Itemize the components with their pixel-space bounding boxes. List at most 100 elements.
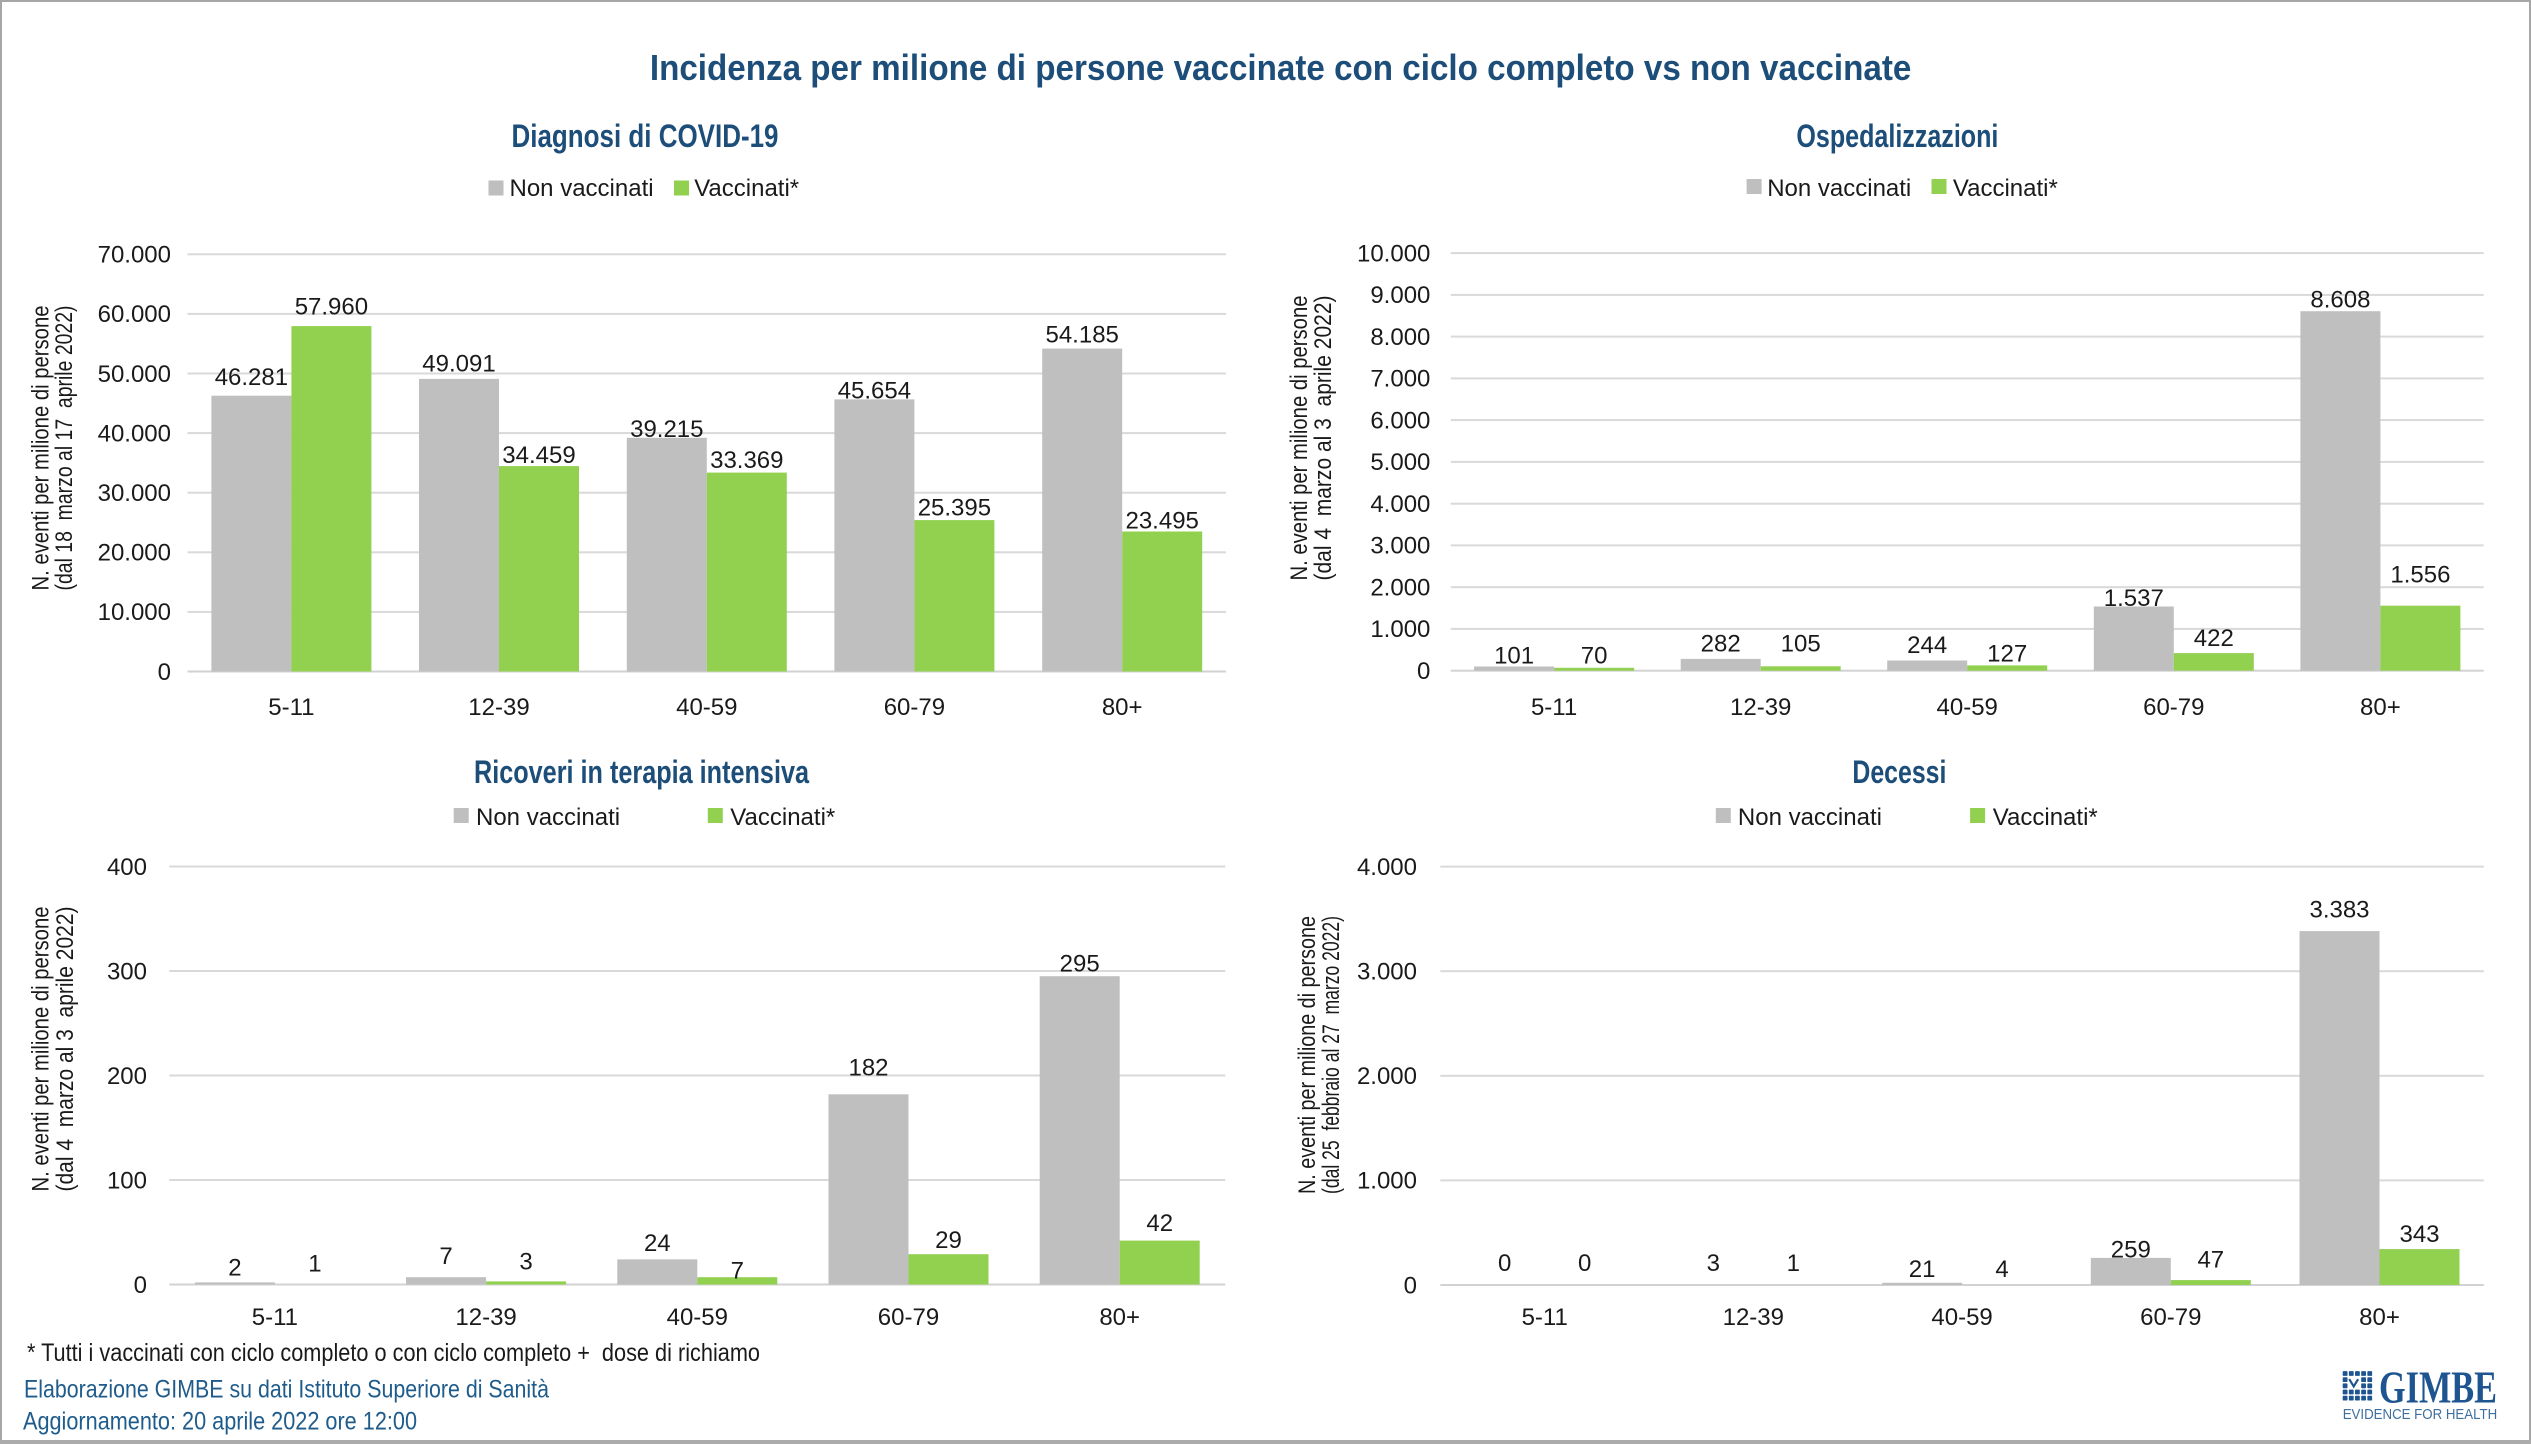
svg-text:12-39: 12-39: [1730, 694, 1791, 721]
svg-text:25.395: 25.395: [918, 494, 991, 521]
svg-text:40-59: 40-59: [1931, 1304, 1992, 1331]
svg-text:3.000: 3.000: [1357, 959, 1417, 986]
svg-text:200: 200: [107, 1063, 147, 1090]
svg-text:12-39: 12-39: [468, 694, 529, 721]
svg-text:10.000: 10.000: [98, 599, 171, 626]
svg-text:5-11: 5-11: [1531, 694, 1577, 721]
svg-text:(dal 4 marzo al 3 aprile 202: (dal 4 marzo al 3 aprile 2022): [52, 907, 79, 1192]
svg-text:422: 422: [2194, 625, 2234, 652]
svg-text:60-79: 60-79: [884, 694, 945, 721]
svg-text:Vaccinati*: Vaccinati*: [1953, 175, 2058, 202]
svg-text:70.000: 70.000: [98, 242, 171, 269]
svg-text:2: 2: [228, 1254, 241, 1281]
svg-text:20.000: 20.000: [98, 540, 171, 567]
svg-text:(dal 4 marzo al 3 aprile 202: (dal 4 marzo al 3 aprile 2022): [1310, 296, 1337, 581]
svg-text:105: 105: [1781, 630, 1821, 657]
svg-text:N. eventi per milione di perso: N. eventi per milione di persone: [1294, 916, 1321, 1194]
svg-text:Non vaccinati: Non vaccinati: [1767, 175, 1911, 202]
svg-text:40.000: 40.000: [98, 420, 171, 447]
svg-text:3: 3: [1707, 1250, 1720, 1277]
svg-text:N. eventi per milione di perso: N. eventi per milione di persone: [28, 907, 55, 1192]
svg-text:2.000: 2.000: [1357, 1063, 1417, 1090]
svg-text:100: 100: [107, 1167, 147, 1194]
svg-text:5-11: 5-11: [252, 1304, 298, 1331]
svg-text:57.960: 57.960: [295, 293, 368, 320]
svg-text:7.000: 7.000: [1370, 366, 1430, 393]
svg-text:12-39: 12-39: [455, 1304, 516, 1331]
svg-text:3.000: 3.000: [1370, 533, 1430, 560]
svg-text:Vaccinati*: Vaccinati*: [1993, 804, 2098, 831]
svg-text:80+: 80+: [2359, 1304, 2400, 1331]
svg-text:7: 7: [439, 1243, 452, 1270]
svg-text:70: 70: [1581, 643, 1608, 670]
svg-text:80+: 80+: [1099, 1304, 1140, 1331]
svg-text:Vaccinati*: Vaccinati*: [730, 804, 835, 831]
svg-text:42: 42: [1146, 1210, 1173, 1237]
svg-text:* Tutti i vaccinati con ciclo: * Tutti i vaccinati con ciclo completo o…: [27, 1339, 760, 1367]
svg-text:343: 343: [2399, 1221, 2439, 1248]
svg-text:400: 400: [107, 854, 147, 881]
svg-text:80+: 80+: [2360, 694, 2401, 721]
svg-text:39.215: 39.215: [630, 416, 703, 443]
svg-text:8.608: 8.608: [2310, 286, 2370, 313]
svg-text:Non vaccinati: Non vaccinati: [510, 175, 654, 202]
svg-text:0: 0: [1498, 1250, 1511, 1277]
svg-text:10.000: 10.000: [1357, 240, 1430, 267]
svg-text:34.459: 34.459: [502, 442, 575, 469]
svg-text:1: 1: [308, 1251, 321, 1278]
svg-text:60-79: 60-79: [878, 1304, 939, 1331]
svg-text:1.556: 1.556: [2390, 562, 2450, 589]
svg-text:33.369: 33.369: [710, 447, 783, 474]
svg-text:3.383: 3.383: [2309, 897, 2369, 924]
svg-text:(dal 25 febbraio al 27 marzo: (dal 25 febbraio al 27 marzo 2022): [1318, 916, 1345, 1194]
svg-text:(dal 18 marzo al 17 aprile 2: (dal 18 marzo al 17 aprile 2022): [51, 306, 78, 591]
svg-text:4: 4: [1995, 1256, 2008, 1283]
svg-text:0: 0: [1404, 1272, 1417, 1299]
svg-text:Decessi: Decessi: [1852, 754, 1946, 790]
svg-text:29: 29: [935, 1227, 962, 1254]
svg-text:50.000: 50.000: [98, 361, 171, 388]
svg-text:182: 182: [848, 1054, 888, 1081]
svg-text:46.281: 46.281: [215, 364, 288, 391]
svg-text:1.000: 1.000: [1370, 616, 1430, 643]
svg-text:9.000: 9.000: [1370, 282, 1430, 309]
svg-text:Diagnosi di COVID-19: Diagnosi di COVID-19: [512, 118, 779, 154]
svg-text:1: 1: [1787, 1250, 1800, 1277]
svg-text:4.000: 4.000: [1357, 854, 1417, 881]
svg-text:Vaccinati*: Vaccinati*: [694, 175, 799, 202]
svg-text:60-79: 60-79: [2140, 1304, 2201, 1331]
svg-text:3: 3: [519, 1248, 532, 1275]
svg-text:0: 0: [134, 1272, 147, 1299]
svg-text:1.000: 1.000: [1357, 1168, 1417, 1195]
svg-text:4.000: 4.000: [1370, 491, 1430, 518]
svg-text:Aggiornamento: 20 aprile 2022: Aggiornamento: 20 aprile 2022 ore 12:00: [23, 1408, 417, 1436]
svg-text:49.091: 49.091: [422, 351, 495, 378]
svg-text:21: 21: [1909, 1256, 1936, 1283]
svg-text:6.000: 6.000: [1370, 407, 1430, 434]
svg-text:30.000: 30.000: [98, 480, 171, 507]
svg-text:Ricoveri in terapia intensiva: Ricoveri in terapia intensiva: [474, 754, 809, 790]
svg-text:80+: 80+: [1102, 694, 1143, 721]
svg-text:295: 295: [1060, 950, 1100, 977]
svg-text:Incidenza per milione di perso: Incidenza per milione di persone vaccina…: [650, 47, 1912, 88]
svg-text:2.000: 2.000: [1370, 575, 1430, 602]
svg-text:Ospedalizzazioni: Ospedalizzazioni: [1796, 118, 1998, 154]
svg-text:101: 101: [1494, 643, 1534, 670]
svg-text:5-11: 5-11: [1522, 1304, 1568, 1331]
svg-text:244: 244: [1907, 632, 1947, 659]
svg-text:8.000: 8.000: [1370, 324, 1430, 351]
svg-text:Non vaccinati: Non vaccinati: [476, 804, 620, 831]
svg-text:54.185: 54.185: [1045, 322, 1118, 349]
svg-text:0: 0: [1578, 1250, 1591, 1277]
svg-text:5-11: 5-11: [268, 694, 314, 721]
svg-text:7: 7: [731, 1258, 744, 1285]
svg-text:EVIDENCE FOR HEALTH: EVIDENCE FOR HEALTH: [2343, 1406, 2498, 1423]
svg-text:1.537: 1.537: [2104, 585, 2164, 612]
svg-text:23.495: 23.495: [1125, 508, 1198, 535]
svg-text:24: 24: [644, 1230, 671, 1257]
svg-text:5.000: 5.000: [1370, 449, 1430, 476]
svg-text:12-39: 12-39: [1723, 1304, 1784, 1331]
svg-text:60-79: 60-79: [2143, 694, 2204, 721]
svg-text:40-59: 40-59: [1937, 694, 1998, 721]
svg-text:0: 0: [1417, 658, 1430, 685]
